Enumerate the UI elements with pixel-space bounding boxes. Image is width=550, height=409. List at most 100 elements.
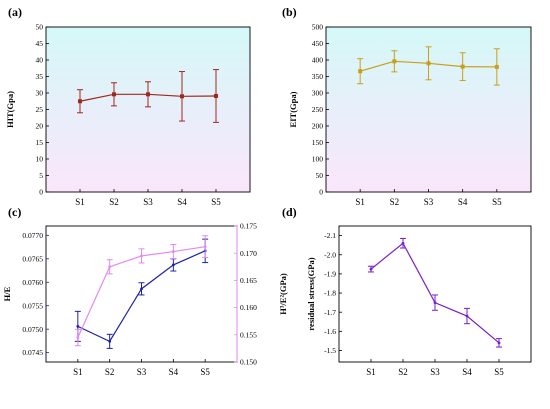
y-axis-label: EIT(Gpa) <box>288 91 298 127</box>
y-tick-label: 0 <box>39 188 43 197</box>
x-tick-label: S2 <box>105 367 115 377</box>
plot-frame <box>338 225 532 363</box>
series-right <box>74 235 209 347</box>
y-tick-label: -2.0 <box>324 250 336 259</box>
x-tick-label: S4 <box>458 197 468 207</box>
y-tick-label: 5 <box>39 171 43 180</box>
x-tick-label: S4 <box>177 197 187 207</box>
data-point <box>140 287 143 291</box>
y-right-tick-label: 0.175 <box>240 222 257 231</box>
y-tick-label: -1.5 <box>324 346 336 355</box>
y-axis-label: residual stress(GPa) <box>306 257 316 330</box>
x-tick-label: S5 <box>492 197 502 207</box>
data-point <box>369 267 373 271</box>
y-axis-label: H/E <box>2 286 12 301</box>
y-tick-label: 250 <box>312 105 324 114</box>
series-main <box>368 237 502 348</box>
y-right-tick-label: 0.160 <box>240 303 257 312</box>
data-point <box>140 254 143 258</box>
data-point <box>401 241 405 245</box>
series-main <box>357 46 500 86</box>
y-tick-label: 500 <box>312 23 324 32</box>
y-right-axis-label: H³/E²(GPa) <box>278 273 288 315</box>
panel-label: (b) <box>282 5 297 19</box>
data-point <box>108 265 112 269</box>
x-tick-label: S4 <box>169 367 179 377</box>
chart-layer: (a) 0 5 10 15 20 25 30 35 40 45 50 S1 S2 S3 S4 S5 HIT(Gpa… <box>2 5 532 377</box>
x-tick-label: S3 <box>424 197 434 207</box>
y-tick-label: 0.0765 <box>22 254 43 263</box>
data-point <box>203 245 207 249</box>
x-tick-label: S4 <box>462 367 472 377</box>
y-tick-label: 0.0745 <box>22 348 43 357</box>
panel-label: (d) <box>282 205 297 219</box>
y-tick-label: 0.0750 <box>22 325 43 334</box>
y-tick-label: 35 <box>36 72 44 81</box>
y-tick-label: 25 <box>36 105 44 114</box>
x-tick-label: S1 <box>75 197 85 207</box>
y-tick-label: 50 <box>36 23 44 32</box>
data-point <box>392 59 397 64</box>
data-point <box>180 94 184 99</box>
y-tick-label: 200 <box>312 122 324 131</box>
y-right-tick-label: 0.155 <box>240 330 257 339</box>
data-point <box>112 92 116 97</box>
y-tick-label: 20 <box>36 122 44 131</box>
data-point <box>460 64 465 69</box>
y-right-tick-label: 0.165 <box>240 276 257 285</box>
data-point <box>146 92 150 97</box>
y-tick-label: 40 <box>36 56 44 65</box>
x-tick-label: S5 <box>211 197 221 207</box>
panel-c: (c) 0.0745 0.0750 0.0755 0.0760 0.0765 0.0770 S… <box>2 205 288 377</box>
plot-background <box>46 27 250 192</box>
x-tick-label: S5 <box>200 367 210 377</box>
x-tick-label: S3 <box>137 367 147 377</box>
y-tick-label: 0.0755 <box>22 301 43 310</box>
data-point <box>358 69 363 74</box>
data-point <box>465 314 469 318</box>
panel-label: (a) <box>8 5 22 19</box>
y-axis-label: HIT(Gpa) <box>5 91 15 128</box>
y-tick-label: 0.0770 <box>22 231 43 240</box>
y-tick-label: 450 <box>312 39 324 48</box>
panel-label: (c) <box>8 205 21 219</box>
x-tick-label: S5 <box>494 367 504 377</box>
y-tick-label: 0.0760 <box>22 278 43 287</box>
y-tick-label: -2.1 <box>324 231 336 240</box>
x-tick-label: S3 <box>143 197 153 207</box>
y-tick-label: 50 <box>316 171 324 180</box>
y-tick-label: -1.8 <box>324 289 336 298</box>
data-point <box>433 301 437 305</box>
x-tick-label: S2 <box>109 197 119 207</box>
y-tick-label: 300 <box>312 89 324 98</box>
y-tick-label: 150 <box>312 138 324 147</box>
x-tick-label: S1 <box>73 367 83 377</box>
data-point <box>76 324 80 328</box>
x-tick-label: S1 <box>366 367 376 377</box>
y-tick-label: -1.6 <box>324 327 336 336</box>
y-tick-label: -1.9 <box>324 269 336 278</box>
y-tick-label: 0 <box>319 188 323 197</box>
data-point <box>108 339 112 343</box>
x-tick-label: S2 <box>398 367 408 377</box>
y-tick-label: 30 <box>36 89 44 98</box>
panel-d: (d) -2.1 -2.0 -1.9 -1.8 -1.7 -1.6 -1.5 S1 S2 S3 S4 S… <box>282 205 532 377</box>
data-point <box>494 64 499 69</box>
data-point <box>171 263 175 267</box>
y-tick-label: -1.7 <box>324 308 336 317</box>
panel-b: (b) 0 50 100 150 200 250 300 350 400 450 500 S1 S2 S3 S… <box>282 5 532 207</box>
panel-a: (a) 0 5 10 15 20 25 30 35 40 45 50 S1 S2 S3 S4 S5 HIT(Gpa… <box>5 5 251 207</box>
x-tick-label: S1 <box>355 197 365 207</box>
x-tick-label: S2 <box>390 197 400 207</box>
y-tick-label: 100 <box>312 155 324 164</box>
data-point <box>426 61 431 66</box>
y-right-tick-label: 0.170 <box>240 249 257 258</box>
data-point <box>214 93 218 98</box>
x-tick-label: S3 <box>430 367 440 377</box>
y-tick-label: 10 <box>36 155 44 164</box>
y-right-tick-label: 0.150 <box>240 358 257 367</box>
y-tick-label: 15 <box>36 138 44 147</box>
y-tick-label: 400 <box>312 56 324 65</box>
series-line <box>370 242 500 344</box>
